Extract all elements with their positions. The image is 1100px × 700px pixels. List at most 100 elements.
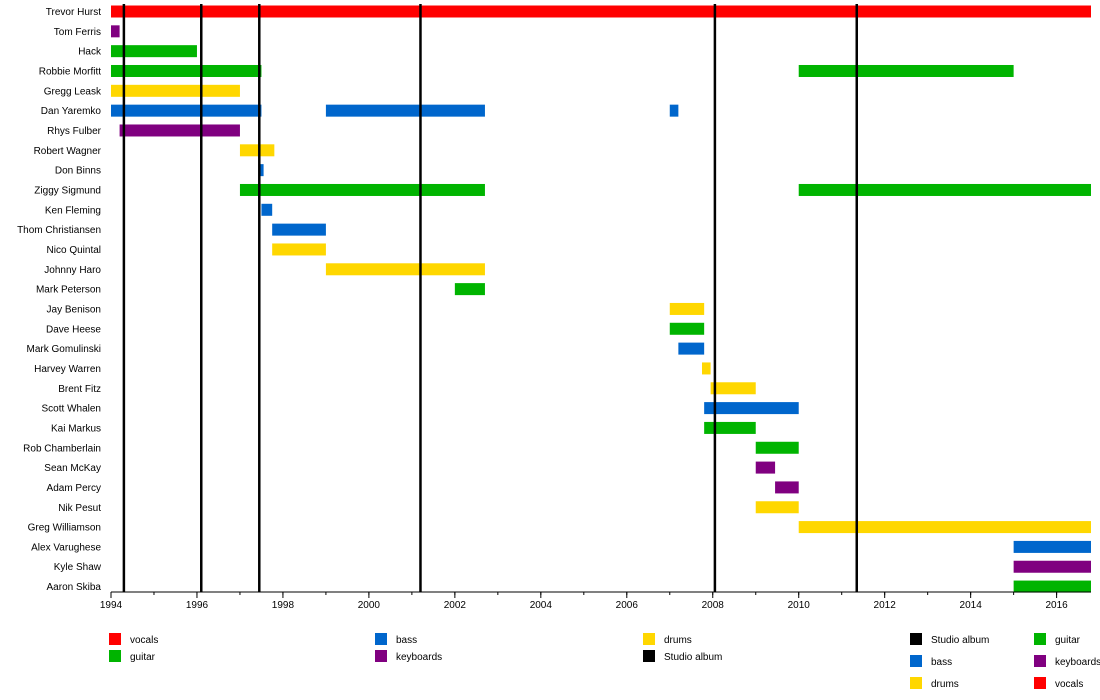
- member-name-label: Nico Quintal: [47, 245, 101, 256]
- legend-label: Studio album: [931, 635, 989, 646]
- legend-label: vocals: [130, 635, 158, 646]
- legend-swatch-guitar: [109, 650, 121, 662]
- member-name-label: Mark Peterson: [36, 285, 101, 296]
- member-name-label: Ziggy Sigmund: [34, 185, 101, 196]
- member-name-label: Tom Ferris: [54, 27, 101, 38]
- member-bar-drums: [702, 362, 711, 375]
- member-bar-bass: [259, 164, 264, 177]
- member-bar-drums: [325, 263, 485, 276]
- member-bar-keyboards: [775, 481, 799, 494]
- legend-swatch-album: [643, 650, 655, 662]
- member-name-label: Kyle Shaw: [54, 562, 102, 573]
- x-tick-label: 2006: [616, 600, 639, 611]
- legend-swatch-guitar: [1034, 633, 1046, 645]
- member-bar-guitar: [798, 64, 1014, 77]
- member-bar-bass: [678, 342, 705, 355]
- member-bar-bass: [704, 402, 799, 415]
- legend-label: guitar: [130, 652, 156, 663]
- member-bar-keyboards: [119, 124, 240, 137]
- legend-label: bass: [931, 657, 952, 668]
- member-bar-guitar: [704, 421, 756, 434]
- member-bar-drums: [111, 84, 240, 97]
- x-tick-label: 2010: [788, 600, 811, 611]
- x-tick-label: 2000: [358, 600, 381, 611]
- member-bar-guitar: [111, 64, 262, 77]
- x-tick-label: 1996: [186, 600, 209, 611]
- member-bar-bass: [1013, 540, 1091, 553]
- member-name-label: Trevor Hurst: [46, 7, 101, 18]
- member-name-label: Dave Heese: [46, 324, 101, 335]
- member-bar-keyboards: [111, 25, 120, 38]
- legend: vocals guitar bass keyboards drums Studio alb…: [109, 633, 1100, 690]
- member-name-label: Nik Pesut: [58, 503, 101, 514]
- x-axis: 1994 1996 1998 2000 2002 2004 2006 2008 2010 2012…: [100, 591, 1091, 611]
- legend-swatch-drums: [910, 677, 922, 689]
- member-name-label: Don Binns: [55, 166, 101, 177]
- member-name-label: Robbie Morfitt: [39, 66, 101, 77]
- member-bar-bass: [111, 104, 262, 117]
- member-bar-drums: [272, 243, 326, 256]
- member-name-label: Aaron Skiba: [47, 582, 102, 593]
- member-bar-drums: [669, 302, 705, 315]
- member-bar-drums: [710, 382, 756, 395]
- member-name-label: Thom Christiansen: [17, 225, 101, 236]
- member-name-label: Adam Percy: [47, 483, 101, 494]
- member-name-label: Rob Chamberlain: [23, 443, 101, 454]
- legend-swatch-vocals: [1034, 677, 1046, 689]
- x-tick-label: 2016: [1045, 600, 1068, 611]
- member-bar-guitar: [1013, 580, 1091, 593]
- member-name-label: Gregg Leask: [44, 86, 102, 97]
- member-bar-guitar: [798, 183, 1091, 196]
- member-name-label: Alex Varughese: [31, 542, 101, 553]
- legend-swatch-album: [910, 633, 922, 645]
- member-bar-keyboards: [1013, 560, 1091, 573]
- legend-swatch-bass: [910, 655, 922, 667]
- x-tick-label: 2002: [444, 600, 467, 611]
- member-name-label: Brent Fitz: [58, 384, 101, 395]
- legend-swatch-keyboards: [375, 650, 387, 662]
- member-name-label: Robert Wagner: [34, 146, 102, 157]
- member-name-label: Dan Yaremko: [41, 106, 102, 117]
- x-tick-label: 2008: [702, 600, 725, 611]
- member-bar-guitar: [111, 45, 197, 58]
- x-tick-label: 2014: [960, 600, 983, 611]
- member-bar-guitar: [755, 441, 799, 454]
- member-bar-vocals: [111, 5, 1091, 18]
- member-bar-keyboards: [755, 461, 776, 474]
- legend-label: drums: [931, 679, 959, 690]
- member-bar-guitar: [669, 322, 705, 335]
- member-name-label: Jay Benison: [47, 304, 101, 315]
- member-names: Trevor Hurst Tom Ferris Hack Robbie Morfitt…: [17, 7, 102, 593]
- member-name-label: Hack: [78, 47, 102, 58]
- legend-label: vocals: [1055, 679, 1083, 690]
- member-name-label: Johnny Haro: [44, 265, 101, 276]
- studio-album-lines: [122, 4, 858, 592]
- member-name-label: Rhys Fulber: [47, 126, 102, 137]
- legend-label: drums: [664, 635, 692, 646]
- member-bar-bass: [261, 203, 273, 216]
- member-name-label: Ken Fleming: [45, 205, 101, 216]
- legend-label: keyboards: [396, 652, 442, 663]
- member-name-label: Greg Williamson: [28, 523, 101, 534]
- member-bar-drums: [798, 521, 1091, 534]
- legend-label: Studio album: [664, 652, 722, 663]
- x-tick-label: 2012: [874, 600, 897, 611]
- legend-swatch-vocals: [109, 633, 121, 645]
- member-name-label: Sean McKay: [44, 463, 101, 474]
- member-bar-drums: [239, 144, 275, 157]
- member-name-label: Kai Markus: [51, 423, 101, 434]
- legend-swatch-drums: [643, 633, 655, 645]
- legend-swatch-bass: [375, 633, 387, 645]
- member-bar-guitar: [239, 183, 485, 196]
- x-tick-label: 2004: [530, 600, 553, 611]
- x-tick-label: 1998: [272, 600, 295, 611]
- member-name-label: Harvey Warren: [34, 364, 101, 375]
- member-bar-bass: [272, 223, 326, 236]
- legend-label: guitar: [1055, 635, 1081, 646]
- member-name-label: Mark Gomulinski: [27, 344, 101, 355]
- x-tick-label: 1994: [100, 600, 123, 611]
- member-bar-guitar: [454, 283, 485, 296]
- member-bar-bass: [669, 104, 679, 117]
- member-bar-bass: [325, 104, 485, 117]
